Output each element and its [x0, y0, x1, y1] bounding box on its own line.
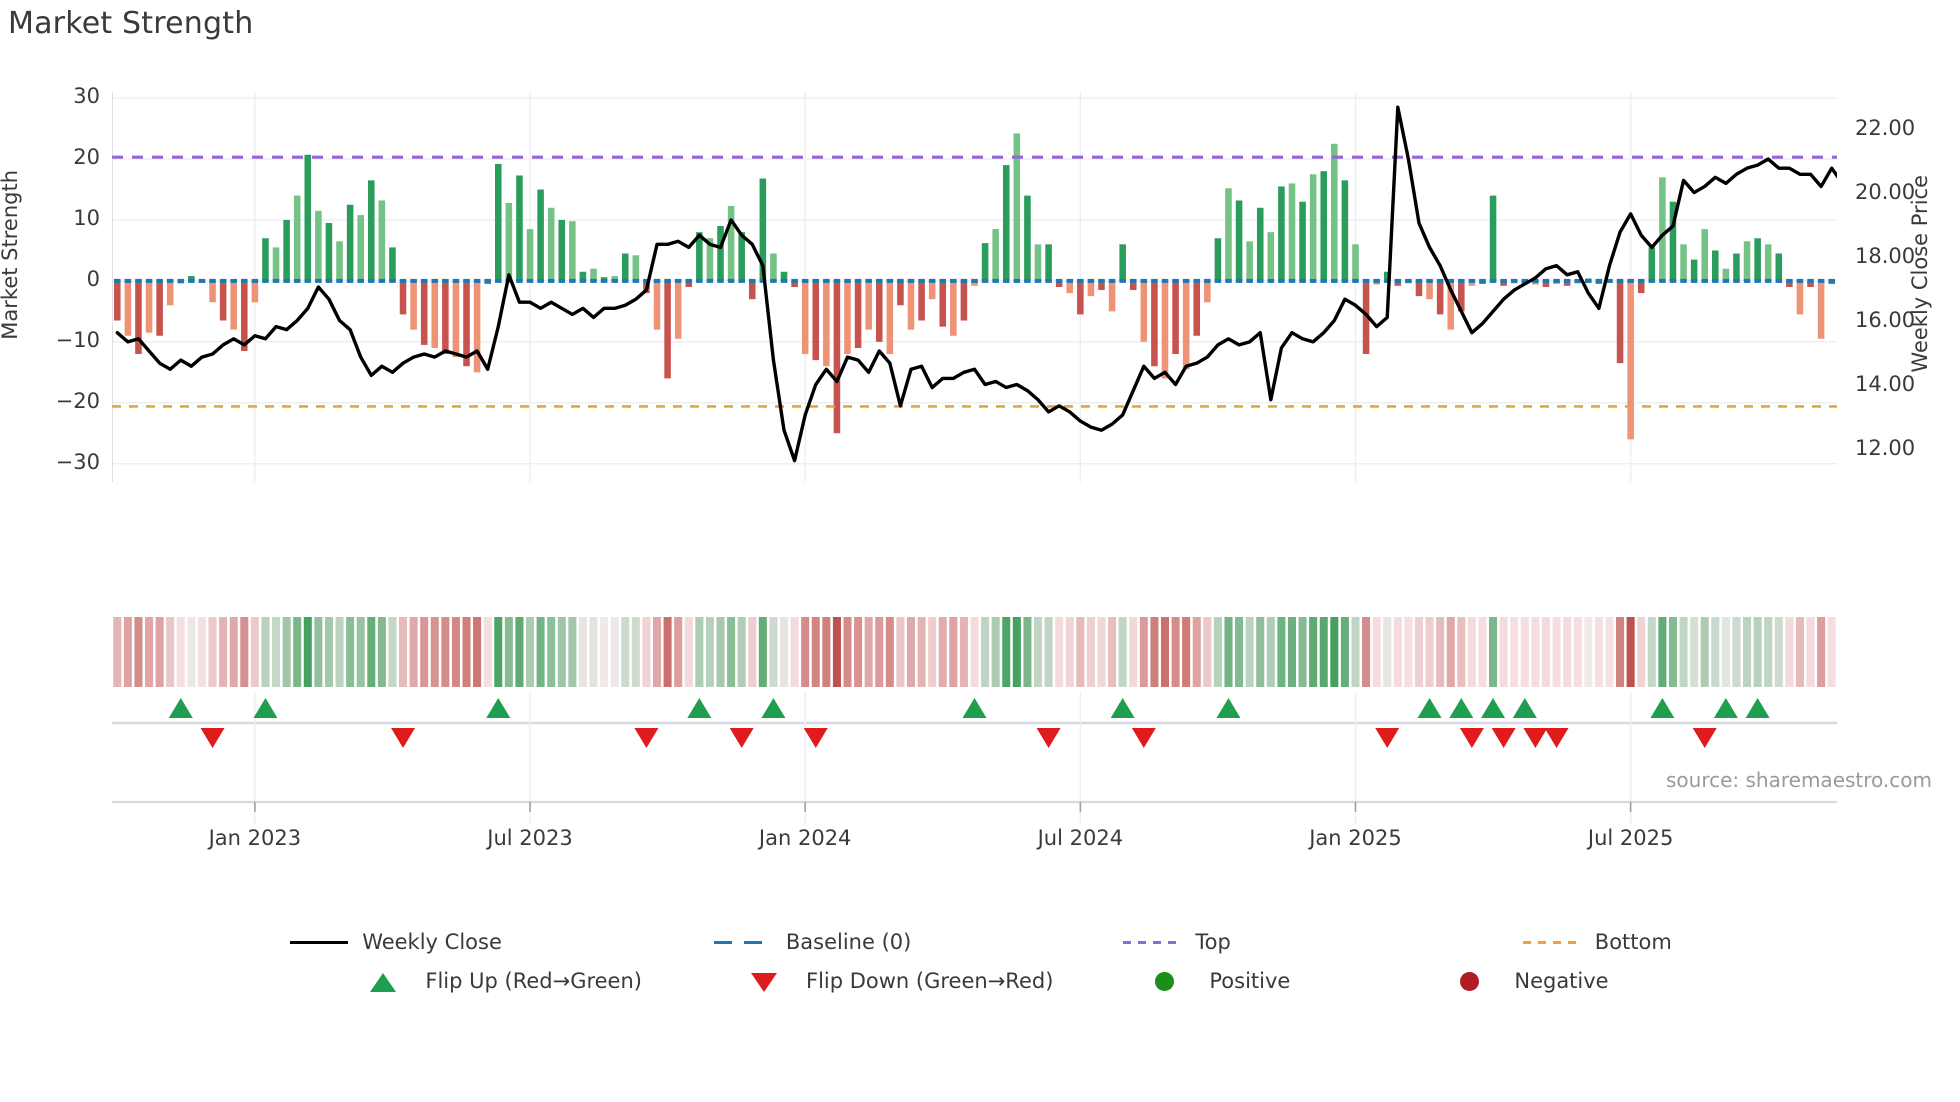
y-tick-left: 0 — [86, 266, 100, 291]
legend-item[interactable]: Baseline (0) — [712, 930, 911, 954]
x-tick-label: Jan 2025 — [1309, 826, 1402, 850]
x-tick-label: Jul 2024 — [1037, 826, 1124, 850]
reference-dotted-icon — [1121, 931, 1183, 953]
y-tick-left: 20 — [73, 145, 100, 170]
x-tick-label: Jul 2025 — [1587, 826, 1674, 850]
legend-item[interactable]: Top — [1121, 929, 1231, 954]
baseline-dashed-icon — [712, 931, 774, 953]
flip-markers-row — [112, 692, 1950, 754]
legend-row-2: Flip Up (Red→Green) Flip Down (Green→Red)… — [0, 961, 1960, 1000]
y-axis-right-label: Weekly Close Price — [1908, 175, 1932, 373]
flip-up-triangle-icon — [351, 970, 413, 992]
status-dot-icon — [1440, 970, 1502, 992]
legend-item-label: Bottom — [1594, 929, 1672, 954]
reference-dotted-icon — [1521, 931, 1583, 953]
legend-item[interactable]: Flip Up (Red→Green) — [351, 969, 642, 993]
legend-item-label: Top — [1195, 929, 1231, 954]
y-tick-right: 16.00 — [1855, 308, 1916, 333]
y-tick-left: 10 — [73, 205, 100, 230]
legend-row-1: Weekly Close Baseline (0) Top Bottom — [0, 922, 1960, 961]
chart-legend: Weekly Close Baseline (0) Top Bottom Flip U… — [0, 922, 1960, 1000]
legend-item[interactable]: Negative — [1440, 968, 1609, 993]
legend-item-label: Weekly Close — [362, 929, 502, 954]
legend-item-label: Negative — [1514, 968, 1609, 993]
x-tick-label: Jan 2023 — [208, 826, 302, 850]
y-tick-left: −20 — [55, 388, 100, 413]
page-title: Market Strength — [8, 6, 254, 41]
legend-item[interactable]: Positive — [1135, 969, 1290, 993]
legend-item-label: Positive — [1209, 968, 1291, 993]
y-tick-right: 20.00 — [1855, 180, 1916, 205]
flip-down-triangle-icon — [732, 970, 794, 992]
legend-item-label: Flip Up (Red→Green) — [425, 968, 642, 993]
x-tick-label: Jul 2023 — [487, 826, 573, 850]
market-strength-plot — [112, 92, 1837, 482]
legend-item[interactable]: Flip Down (Green→Red) — [732, 969, 1053, 993]
bottom-axis — [112, 754, 1837, 824]
x-tick-label: Jan 2024 — [758, 826, 852, 850]
legend-item[interactable]: Bottom — [1521, 930, 1672, 954]
y-tick-left: 30 — [73, 84, 100, 109]
legend-item[interactable]: Weekly Close — [288, 930, 502, 954]
legend-item-label: Flip Down (Green→Red) — [805, 968, 1054, 993]
y-tick-left: −30 — [55, 449, 100, 474]
status-dot-icon — [1135, 970, 1197, 992]
y-tick-right: 14.00 — [1855, 372, 1916, 397]
y-tick-right: 12.00 — [1855, 436, 1916, 461]
y-tick-right: 18.00 — [1855, 244, 1916, 269]
strength-heatmap-strip — [112, 617, 1837, 687]
y-tick-right: 22.00 — [1855, 116, 1916, 141]
legend-item-label: Baseline (0) — [785, 929, 912, 954]
y-axis-left-label: Market Strength — [0, 170, 22, 340]
source-attribution: source: sharemaestro.com — [1666, 768, 1932, 792]
weekly-close-line-icon — [288, 931, 350, 953]
y-tick-left: −10 — [55, 327, 100, 352]
